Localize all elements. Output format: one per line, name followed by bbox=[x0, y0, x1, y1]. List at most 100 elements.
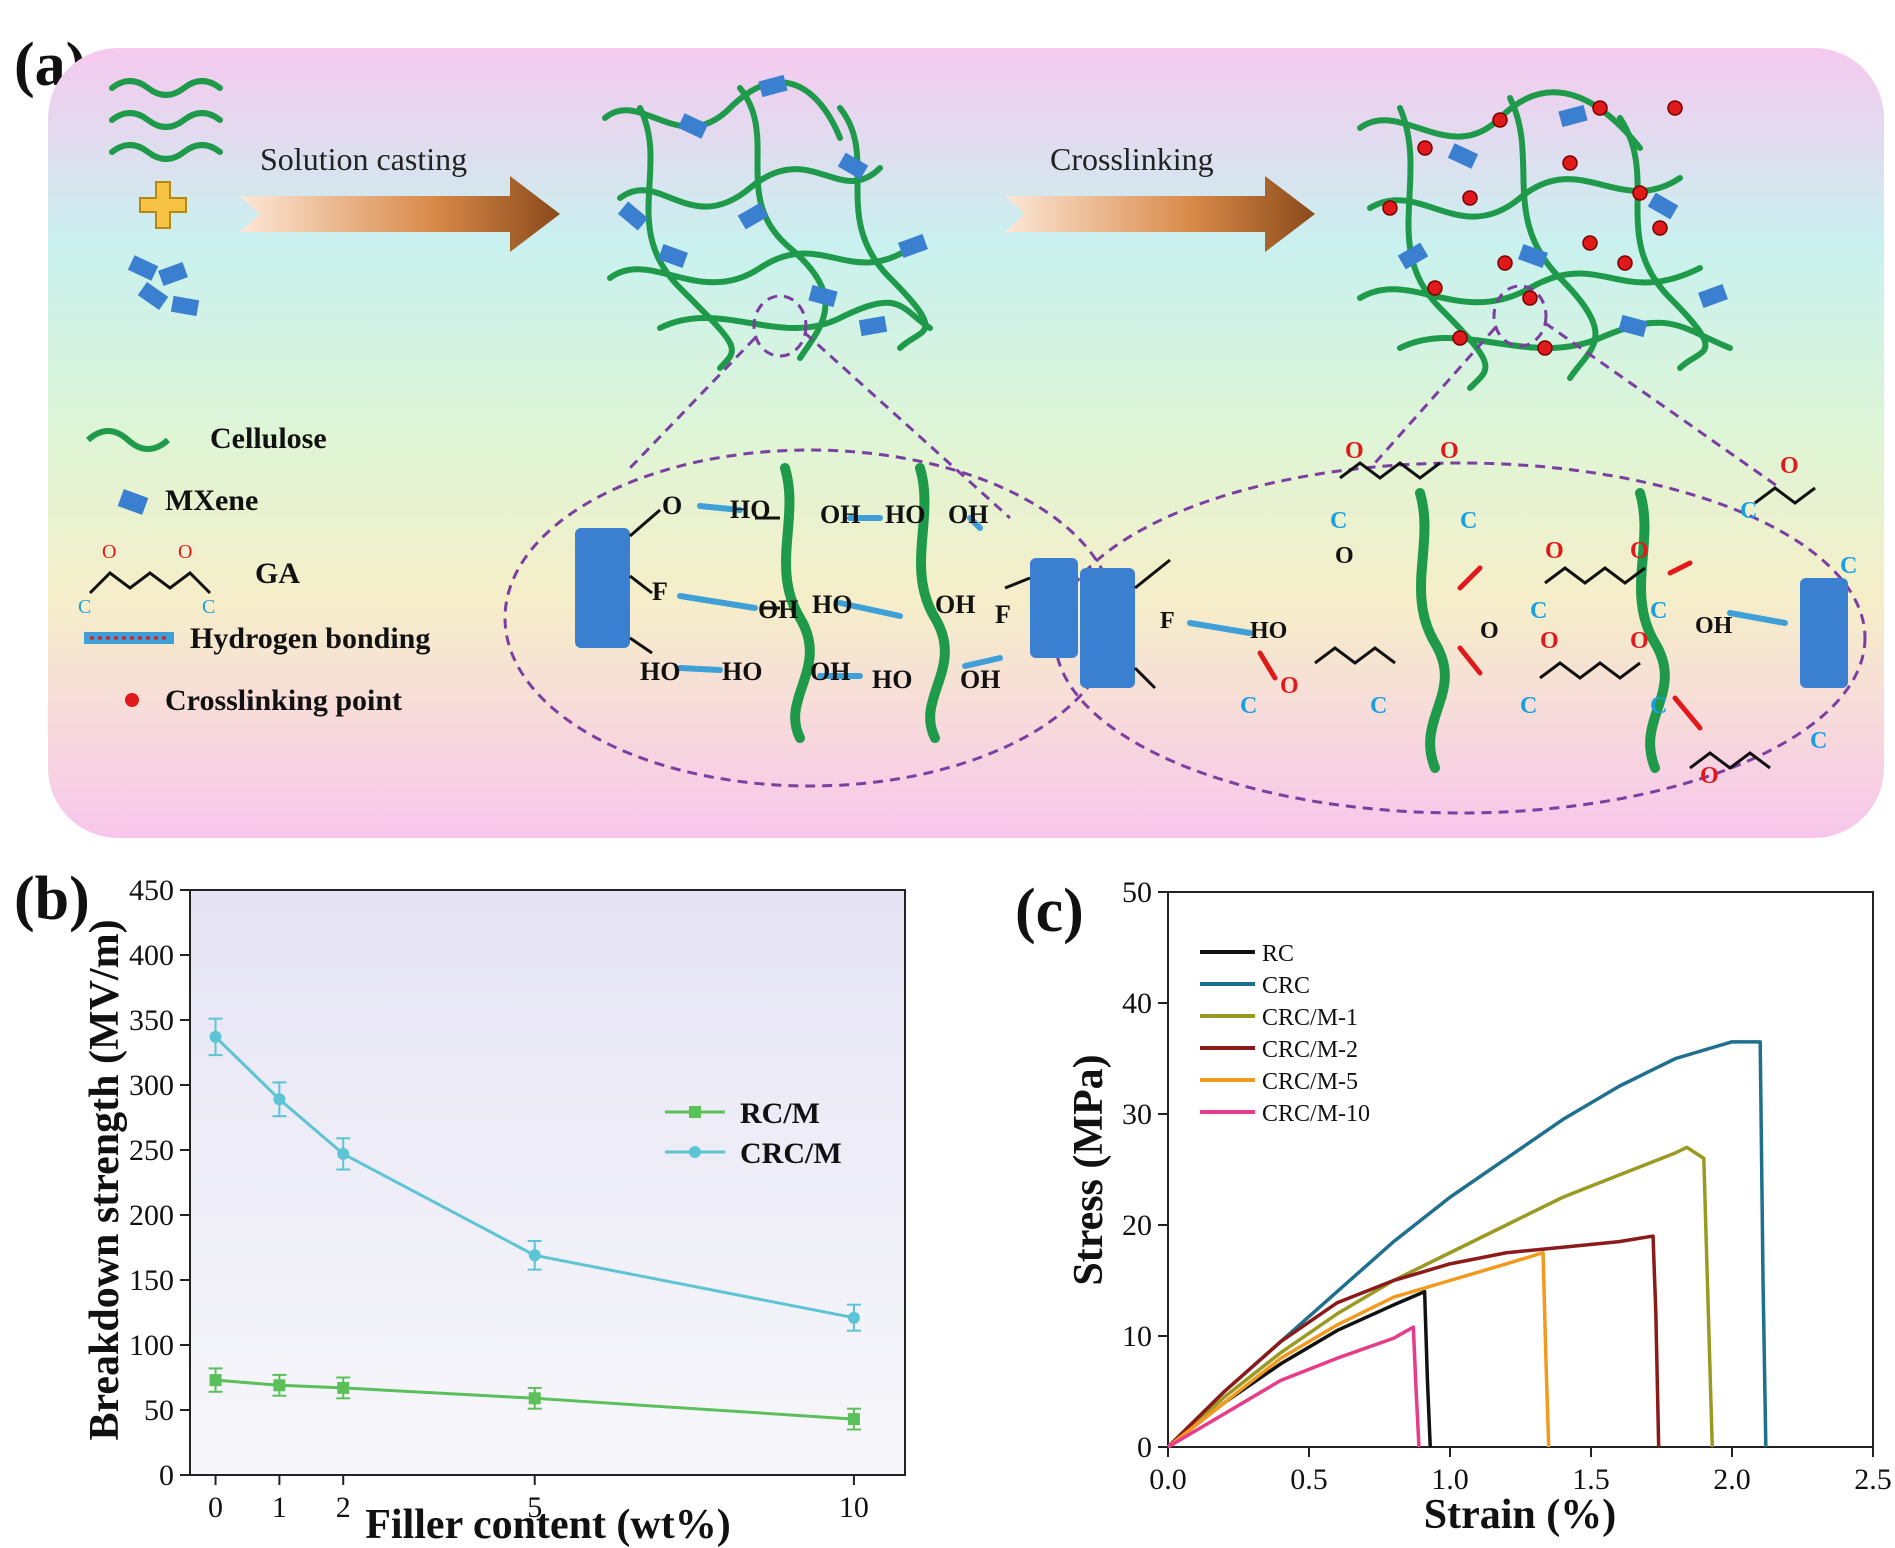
atom-c: C bbox=[1240, 693, 1257, 719]
cellulose-mxene-network bbox=[602, 74, 933, 371]
group-ho: HO bbox=[812, 590, 852, 619]
data-point bbox=[847, 1413, 860, 1426]
legend-marker bbox=[689, 1146, 701, 1158]
y-tick-label: 400 bbox=[129, 939, 174, 972]
group-oh: OH bbox=[758, 595, 798, 624]
x-axis-label: Filler content (wt%) bbox=[365, 1502, 730, 1548]
legend-ga-icon: O O C C bbox=[78, 541, 215, 618]
x-axis-label: Strain (%) bbox=[1424, 1492, 1617, 1538]
hydrogen-bond-detail: O HO OH HO OH F OH HO OH F HO HO OH HO O… bbox=[575, 463, 1078, 743]
y-tick-label: 450 bbox=[129, 874, 174, 907]
data-point bbox=[528, 1249, 541, 1262]
x-tick-label: 2.5 bbox=[1854, 1463, 1892, 1496]
y-tick-label: 0 bbox=[159, 1459, 174, 1492]
y-tick-label: 0 bbox=[1137, 1431, 1152, 1464]
group-oh: OH bbox=[960, 665, 1000, 694]
crosslinking-arrow: Crosslinking bbox=[1005, 141, 1315, 252]
atom-c: C bbox=[1330, 508, 1347, 534]
y-axis-label: Breakdown strength (MV/m) bbox=[82, 919, 128, 1440]
atom-o: O bbox=[1540, 628, 1559, 654]
atom-c: C bbox=[1740, 498, 1757, 524]
x-tick-label: 0.0 bbox=[1149, 1463, 1187, 1496]
data-point bbox=[337, 1147, 350, 1160]
y-tick-label: 350 bbox=[129, 1004, 174, 1037]
y-tick-label: 100 bbox=[129, 1329, 174, 1362]
group-ho: HO bbox=[885, 500, 925, 529]
series-line bbox=[1166, 1251, 1551, 1449]
atom-c: C bbox=[1370, 693, 1387, 719]
atom-f: F bbox=[652, 577, 668, 606]
x-tick-label: 1.0 bbox=[1431, 1463, 1469, 1496]
panel-b-chart: 0 50 100 150 200 250 300 350 400 450 0 1 2 5 10 RC/M C… bbox=[82, 874, 906, 1548]
legend-xlink-icon bbox=[125, 693, 139, 707]
y-tick-label: 50 bbox=[1122, 876, 1152, 909]
solution-casting-arrow: Solution casting bbox=[240, 141, 560, 252]
series-line bbox=[1166, 1234, 1661, 1449]
legend-hbond-label: Hydrogen bonding bbox=[190, 622, 430, 655]
data-point bbox=[209, 1030, 222, 1043]
atom-f: F bbox=[1160, 608, 1175, 634]
data-point bbox=[337, 1381, 350, 1394]
atom-o: O bbox=[1630, 538, 1649, 564]
zoom-callout-2 bbox=[1053, 284, 1867, 815]
series-line bbox=[1166, 1145, 1715, 1449]
x-tick-label: 0.5 bbox=[1290, 1463, 1328, 1496]
atom-c: C bbox=[1460, 508, 1477, 534]
panel-a-schematic: Solution casting Crosslinking bbox=[48, 48, 1884, 838]
panel-c-label: (c) bbox=[1015, 877, 1084, 945]
y-axis-ticks: 0 10 20 30 40 50 bbox=[1122, 876, 1168, 1464]
atom-o: O bbox=[1280, 673, 1299, 699]
y-tick-label: 40 bbox=[1122, 987, 1152, 1020]
atom-c: C bbox=[202, 596, 215, 618]
atom-o: O bbox=[1480, 618, 1499, 644]
atom-o: O bbox=[1545, 538, 1564, 564]
legend-label: RC/M bbox=[740, 1097, 820, 1130]
plus-icon bbox=[139, 181, 187, 229]
atom-f: F bbox=[995, 600, 1011, 629]
panel-c-chart: 0 10 20 30 40 50 0.0 0.5 1.0 1.5 2.0 2.5 RC CRC CRC/… bbox=[1066, 876, 1892, 1538]
atom-c: C bbox=[1810, 728, 1827, 754]
legend-label: CRC/M-5 bbox=[1262, 1069, 1358, 1095]
data-point bbox=[273, 1093, 286, 1106]
legend-label: CRC/M-2 bbox=[1262, 1037, 1358, 1063]
legend-mxene-label: MXene bbox=[165, 484, 258, 517]
x-tick-label: 1 bbox=[272, 1491, 287, 1524]
chart-legend: RC/M CRC/M bbox=[665, 1097, 842, 1170]
legend-ga-label: GA bbox=[255, 557, 300, 590]
y-tick-label: 50 bbox=[144, 1394, 174, 1427]
x-tick-label: 0 bbox=[208, 1491, 223, 1524]
atom-o: O bbox=[1345, 438, 1364, 464]
crosslinking-label: Crosslinking bbox=[1050, 141, 1214, 177]
mxene-flakes-icon bbox=[127, 255, 200, 317]
atom-o: O bbox=[1440, 438, 1459, 464]
legend-cellulose-icon bbox=[85, 428, 171, 452]
legend-label: RC bbox=[1262, 941, 1294, 967]
panel-b-label: (b) bbox=[14, 865, 90, 933]
y-tick-label: 300 bbox=[129, 1069, 174, 1102]
y-tick-label: 10 bbox=[1122, 1320, 1152, 1353]
group-ho: HO bbox=[722, 657, 762, 686]
atom-c: C bbox=[1840, 553, 1857, 579]
legend-marker bbox=[689, 1106, 701, 1118]
legend-label: CRC/M bbox=[740, 1137, 842, 1170]
group-oh: OH bbox=[948, 500, 988, 529]
atom-c: C bbox=[1520, 693, 1537, 719]
group-ho: HO bbox=[872, 665, 912, 694]
atom-c: C bbox=[1650, 693, 1667, 719]
panel-a-legend: Cellulose MXene O O C C GA Hydrogen bond… bbox=[78, 422, 430, 717]
atom-o: O bbox=[1700, 763, 1719, 789]
x-tick-label: 5 bbox=[527, 1491, 542, 1524]
chart-legend: RC CRC CRC/M-1 CRC/M-2 CRC/M-5 CRC/M-10 bbox=[1200, 941, 1370, 1127]
x-axis-ticks: 0 1 2 5 10 bbox=[208, 1475, 869, 1524]
plot-area bbox=[189, 889, 906, 1476]
legend-cellulose-label: Cellulose bbox=[210, 422, 327, 455]
data-point bbox=[528, 1392, 541, 1405]
x-axis-ticks: 0.0 0.5 1.0 1.5 2.0 2.5 bbox=[1149, 1447, 1892, 1496]
group-ho: HO bbox=[730, 495, 770, 524]
atom-o: O bbox=[1630, 628, 1649, 654]
group-oh: OH bbox=[1695, 613, 1733, 639]
y-tick-label: 20 bbox=[1122, 1209, 1152, 1242]
y-tick-label: 200 bbox=[129, 1199, 174, 1232]
y-tick-label: 30 bbox=[1122, 1098, 1152, 1131]
atom-c: C bbox=[1530, 598, 1547, 624]
